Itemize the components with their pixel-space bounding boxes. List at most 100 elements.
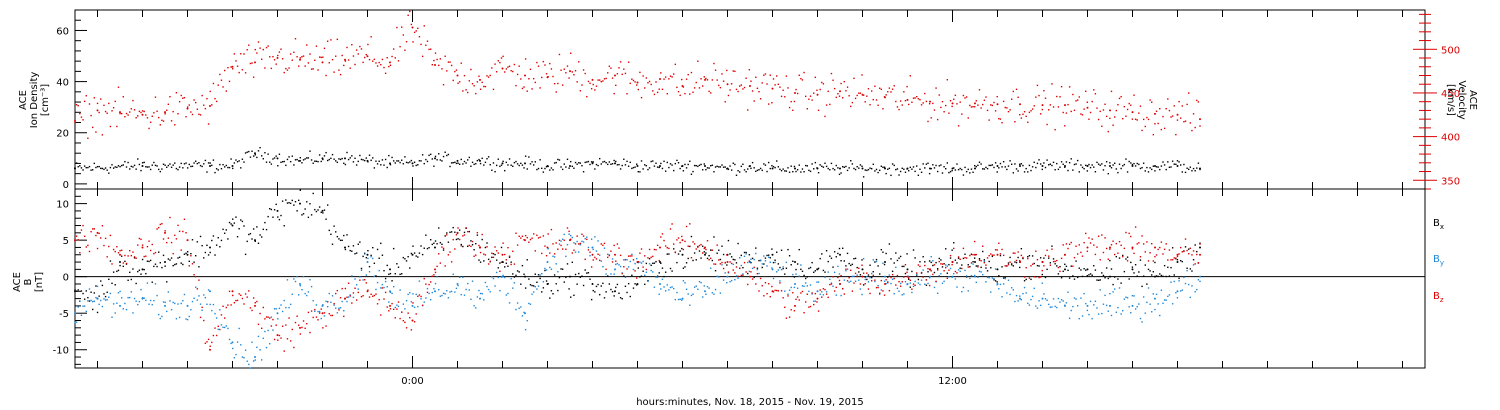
data-point bbox=[473, 305, 475, 307]
data-point bbox=[957, 256, 960, 258]
data-point bbox=[1146, 116, 1148, 119]
data-point bbox=[146, 282, 149, 284]
data-point bbox=[710, 92, 712, 94]
data-point bbox=[289, 340, 292, 342]
data-point bbox=[549, 266, 551, 269]
data-point bbox=[507, 292, 509, 295]
data-point bbox=[476, 159, 479, 162]
data-point bbox=[513, 282, 516, 284]
data-point bbox=[1133, 162, 1135, 165]
data-point bbox=[1110, 314, 1113, 317]
data-point bbox=[835, 96, 837, 99]
data-point bbox=[779, 282, 781, 284]
data-point bbox=[238, 293, 240, 295]
data-point bbox=[1147, 118, 1150, 121]
data-point bbox=[465, 227, 467, 229]
data-point bbox=[251, 309, 253, 312]
data-point bbox=[822, 294, 825, 296]
data-point bbox=[832, 79, 834, 81]
data-point bbox=[722, 279, 725, 281]
data-point bbox=[925, 279, 928, 281]
data-point bbox=[1192, 113, 1195, 115]
data-point bbox=[759, 277, 762, 280]
data-point bbox=[658, 272, 660, 274]
data-point bbox=[518, 307, 520, 309]
data-point bbox=[228, 221, 231, 224]
data-point bbox=[726, 264, 728, 266]
data-point bbox=[434, 52, 437, 54]
data-point bbox=[512, 250, 514, 253]
data-point bbox=[1088, 163, 1090, 166]
data-point bbox=[993, 278, 995, 280]
data-point bbox=[745, 271, 747, 273]
data-point bbox=[526, 259, 528, 261]
data-point bbox=[819, 293, 821, 296]
data-point bbox=[568, 167, 570, 169]
data-point bbox=[602, 282, 604, 285]
data-point bbox=[452, 79, 454, 82]
data-point bbox=[771, 267, 773, 269]
data-point bbox=[582, 235, 585, 237]
data-point bbox=[1052, 298, 1055, 300]
data-point bbox=[270, 316, 273, 318]
data-point bbox=[90, 169, 92, 171]
data-point bbox=[614, 162, 616, 165]
data-point bbox=[880, 279, 883, 282]
data-point bbox=[996, 283, 998, 286]
data-point bbox=[956, 163, 958, 165]
data-point bbox=[772, 165, 775, 168]
data-point bbox=[288, 156, 290, 158]
data-point bbox=[1086, 268, 1089, 271]
data-point bbox=[771, 285, 773, 288]
data-point bbox=[122, 308, 124, 310]
data-point bbox=[858, 279, 860, 281]
data-point bbox=[790, 264, 792, 266]
data-point bbox=[260, 359, 263, 361]
data-point bbox=[988, 260, 990, 263]
data-point bbox=[301, 326, 303, 329]
data-point bbox=[501, 253, 504, 256]
data-point bbox=[574, 69, 577, 72]
data-point bbox=[726, 281, 728, 284]
data-point bbox=[442, 84, 445, 86]
data-point bbox=[573, 167, 575, 169]
data-point bbox=[439, 262, 442, 264]
data-point bbox=[235, 353, 237, 356]
data-point bbox=[648, 258, 651, 260]
data-point bbox=[951, 105, 953, 108]
data-point bbox=[615, 260, 617, 262]
data-point bbox=[537, 65, 540, 67]
data-point bbox=[867, 274, 870, 276]
data-point bbox=[592, 248, 594, 251]
data-point bbox=[367, 43, 369, 46]
data-point bbox=[689, 245, 691, 248]
data-point bbox=[381, 254, 384, 256]
data-point bbox=[415, 164, 417, 167]
data-point bbox=[381, 58, 384, 61]
data-point bbox=[835, 294, 837, 296]
data-point bbox=[278, 307, 281, 310]
data-point bbox=[1130, 104, 1132, 106]
data-point bbox=[372, 246, 374, 249]
data-point bbox=[924, 261, 926, 263]
data-point bbox=[1086, 106, 1089, 109]
data-point bbox=[719, 166, 722, 168]
data-point bbox=[1096, 246, 1098, 248]
data-point bbox=[460, 245, 462, 247]
data-point bbox=[148, 260, 150, 263]
data-point bbox=[980, 266, 982, 269]
data-point bbox=[521, 315, 524, 317]
data-point bbox=[119, 304, 121, 307]
data-point bbox=[376, 303, 379, 305]
data-point bbox=[919, 99, 921, 101]
data-point bbox=[1062, 111, 1064, 114]
data-point bbox=[851, 290, 854, 292]
data-point bbox=[953, 167, 955, 169]
data-point bbox=[626, 93, 628, 95]
data-point bbox=[1186, 249, 1188, 252]
data-point bbox=[1036, 258, 1039, 261]
data-point bbox=[294, 321, 297, 324]
data-point bbox=[386, 57, 388, 59]
series-points bbox=[74, 146, 1201, 178]
data-point bbox=[743, 255, 746, 258]
